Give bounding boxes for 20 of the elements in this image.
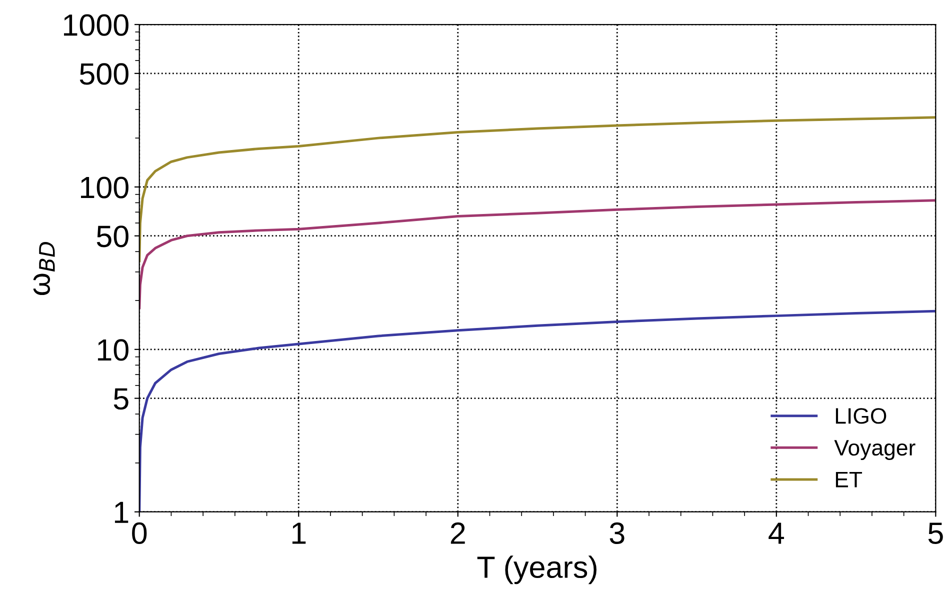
y-tick-label: 500 bbox=[80, 63, 128, 85]
y-tick-label: 1000 bbox=[64, 14, 128, 36]
x-tick-label: 0 bbox=[132, 522, 147, 544]
y-tick-label: 100 bbox=[80, 176, 128, 198]
x-tick-label: 1 bbox=[292, 522, 306, 544]
y-tick-label: 50 bbox=[96, 226, 128, 248]
line-series bbox=[139, 116, 936, 262]
legend-label: Voyager bbox=[834, 440, 916, 460]
y-axis-title: ω$_{BD}$ bbox=[33, 242, 55, 296]
y-tick-label: 10 bbox=[98, 339, 128, 361]
legend-label: LIGO bbox=[836, 408, 886, 424]
legend-label: ET bbox=[836, 472, 862, 488]
x-tick-label: 5 bbox=[928, 522, 943, 544]
y-tick-label: 5 bbox=[114, 388, 128, 410]
line-series bbox=[139, 199, 936, 310]
y-tick-label: 1 bbox=[114, 502, 128, 523]
x-axis-title: T (years) bbox=[477, 556, 596, 584]
x-tick-label: 3 bbox=[610, 522, 624, 544]
x-tick-label: 2 bbox=[450, 522, 465, 544]
x-tick-label: 4 bbox=[768, 522, 784, 544]
